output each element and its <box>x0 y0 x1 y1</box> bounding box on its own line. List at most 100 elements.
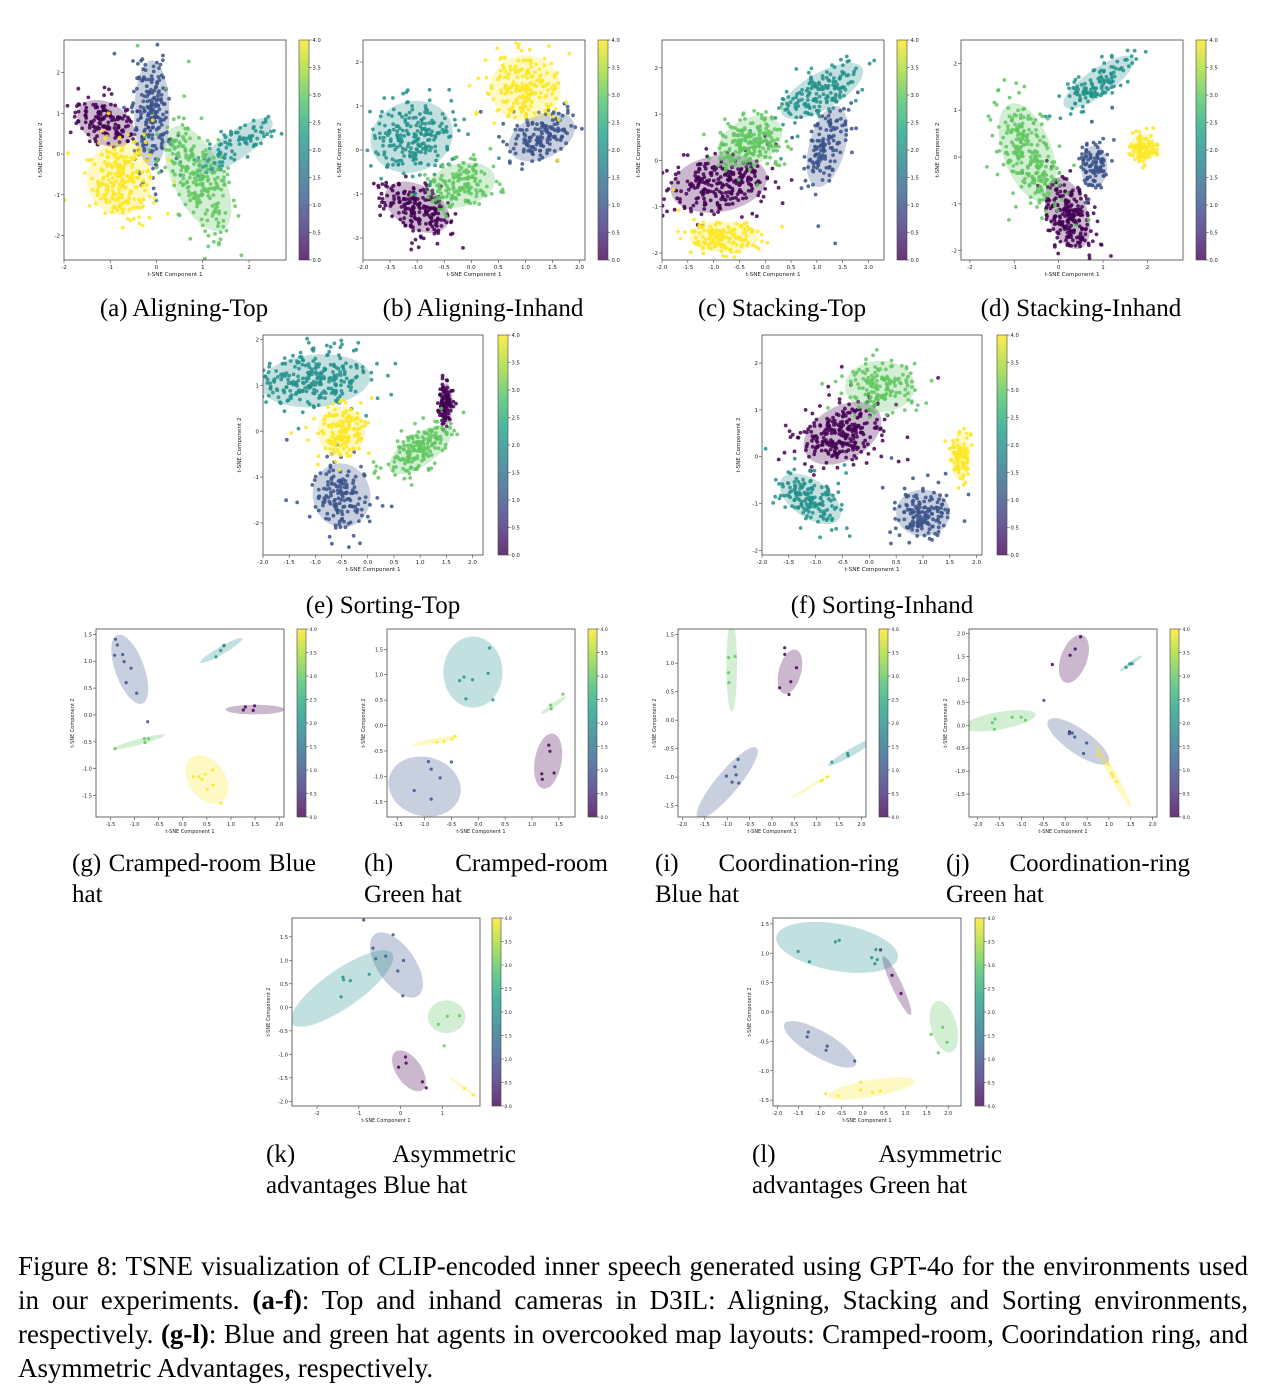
point-a-1 <box>155 60 159 65</box>
point-c-1 <box>818 126 823 131</box>
point-e-2 <box>286 377 290 382</box>
point-b-0 <box>421 206 426 210</box>
point-d-3 <box>1021 115 1026 120</box>
point-b-0 <box>449 219 454 224</box>
point-e-4 <box>366 451 371 455</box>
point-e-3 <box>433 419 438 424</box>
point-a-2 <box>250 133 255 138</box>
point-c-0 <box>730 201 735 206</box>
point-e-2 <box>334 398 338 403</box>
point-a-1 <box>154 146 159 151</box>
point-a-4 <box>125 216 130 221</box>
xtick-label-c: 2.0 <box>864 265 873 271</box>
point-a-3 <box>186 189 191 194</box>
point-b-2 <box>395 129 400 134</box>
point-e-1 <box>363 495 368 499</box>
point-d-2 <box>1109 65 1114 69</box>
point-a-3 <box>222 175 227 180</box>
point-c-4 <box>747 227 751 232</box>
point-b-4 <box>549 61 554 66</box>
point-a-3 <box>214 217 219 222</box>
point-c-3 <box>739 147 744 152</box>
point-e-2 <box>364 413 369 418</box>
point-c-2 <box>832 86 837 91</box>
subfigure-caption-d: (d) Stacking-Inhand <box>980 295 1182 322</box>
point-d-2 <box>1081 89 1086 94</box>
point-f-0 <box>837 428 841 432</box>
point-b-4 <box>554 107 558 111</box>
point-b-0 <box>425 227 430 232</box>
point-b-0 <box>412 210 416 215</box>
xtick-label-e: 1.5 <box>442 560 451 566</box>
point-d-3 <box>1014 146 1019 151</box>
point-d-3 <box>1027 172 1031 176</box>
point-d-3 <box>1011 191 1015 196</box>
point-d-3 <box>1040 198 1045 202</box>
point-c-4 <box>719 249 724 254</box>
point-b-3 <box>473 163 478 167</box>
point-f-0 <box>813 449 817 454</box>
point-c-2 <box>795 100 800 105</box>
point-e-1 <box>307 514 312 519</box>
point-d-2 <box>1117 67 1122 72</box>
point-c-3 <box>746 148 751 153</box>
point-d-2 <box>1073 86 1077 91</box>
point-a-3 <box>186 59 191 64</box>
point-b-1 <box>531 152 535 157</box>
point-e-2 <box>303 363 308 368</box>
point-c-3 <box>748 131 752 136</box>
point-c-0 <box>702 207 707 211</box>
point-d-2 <box>1047 114 1052 119</box>
point-c-0 <box>741 173 746 178</box>
point-a-1 <box>153 112 158 117</box>
point-c-1 <box>816 162 820 167</box>
point-e-4 <box>322 417 327 422</box>
point-f-0 <box>856 423 861 428</box>
point-a-0 <box>95 134 99 138</box>
point-a-3 <box>200 223 205 228</box>
ytick-label-a: 0 <box>56 152 60 158</box>
point-c-0 <box>750 211 755 216</box>
point-e-0 <box>447 390 451 394</box>
point-e-4 <box>323 446 328 451</box>
point-b-0 <box>392 197 397 202</box>
point-a-4 <box>113 172 117 177</box>
point-b-1 <box>548 142 552 146</box>
point-d-4 <box>1137 159 1142 164</box>
point-b-2 <box>433 149 438 154</box>
point-b-0 <box>398 217 403 222</box>
point-e-3 <box>372 471 377 475</box>
point-a-2 <box>252 142 257 147</box>
point-c-2 <box>867 61 872 66</box>
point-e-2 <box>263 394 265 399</box>
point-d-4 <box>1144 126 1149 131</box>
point-d-2 <box>1103 90 1108 95</box>
point-a-1 <box>159 145 164 149</box>
point-c-1 <box>831 138 836 143</box>
point-b-1 <box>591 137 595 141</box>
point-e-3 <box>436 446 441 451</box>
point-f-0 <box>880 438 885 443</box>
point-e-4 <box>328 446 333 451</box>
point-a-4 <box>143 140 148 145</box>
point-a-3 <box>233 204 238 209</box>
point-c-3 <box>755 183 760 188</box>
point-a-3 <box>239 253 244 258</box>
point-d-3 <box>1006 106 1011 110</box>
point-e-1 <box>389 504 394 509</box>
point-c-0 <box>744 196 749 200</box>
point-c-0 <box>714 194 718 199</box>
xtick-label-b: -1.5 <box>385 265 396 271</box>
point-c-1 <box>839 129 843 134</box>
point-b-3 <box>484 184 489 189</box>
point-b-4 <box>516 45 521 50</box>
point-d-0 <box>1076 185 1080 190</box>
point-c-3 <box>719 151 724 155</box>
point-a-1 <box>145 104 150 109</box>
point-d-3 <box>1023 176 1027 181</box>
point-e-2 <box>258 362 262 366</box>
point-a-3 <box>197 163 202 168</box>
point-d-3 <box>1039 122 1044 127</box>
point-e-1 <box>351 478 356 483</box>
point-d-2 <box>1091 68 1096 73</box>
